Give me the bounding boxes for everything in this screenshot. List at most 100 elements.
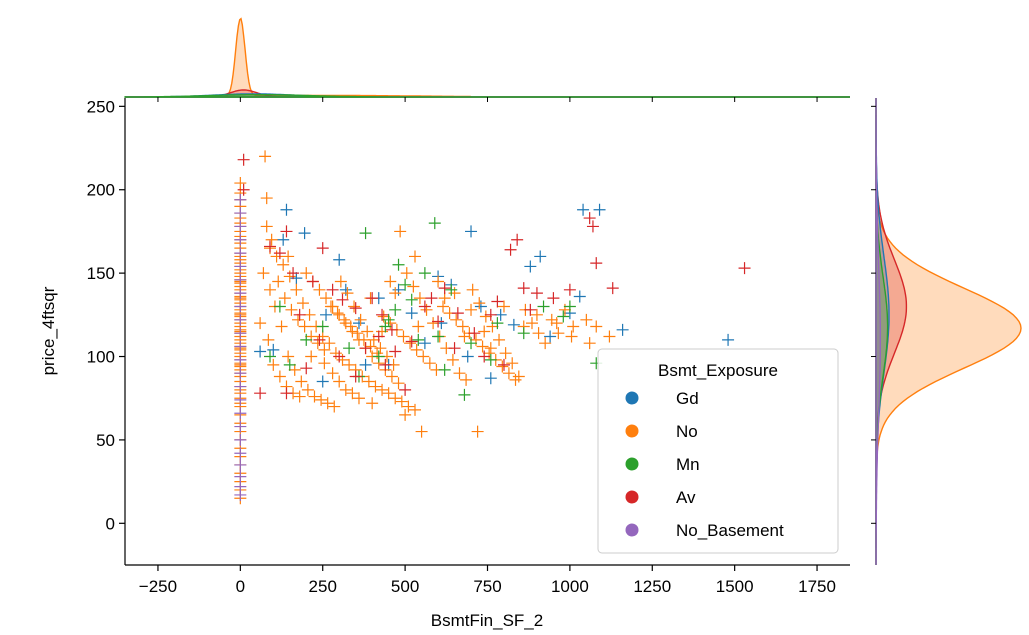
scatter-point (389, 345, 402, 358)
scatter-point (493, 333, 506, 346)
scatter-point (320, 308, 333, 321)
scatter-point (283, 270, 296, 283)
scatter-point (298, 320, 311, 333)
legend-entry-label: No_Basement (676, 521, 784, 540)
scatter-point (432, 330, 445, 343)
scatter-point (329, 347, 342, 360)
scatter-point (550, 317, 563, 330)
scatter-point (385, 323, 398, 336)
scatter-point (446, 353, 459, 366)
scatter-point (392, 377, 405, 390)
scatter-point (323, 337, 336, 350)
scatter-point (567, 320, 580, 333)
scatter-point (272, 275, 285, 288)
scatter-point (359, 227, 372, 240)
scatter-point (479, 310, 492, 323)
scatter-point (348, 300, 361, 313)
scatter-point (321, 397, 334, 410)
scatter-point (346, 387, 359, 400)
scatter-point (438, 282, 451, 295)
scatter-point (545, 313, 558, 326)
scatter-point (234, 470, 247, 483)
legend: Bsmt_Exposure Gd No Mn Av No_Basement (597, 348, 839, 554)
x-tick-label: 1750 (798, 577, 836, 596)
scatter-point (603, 330, 616, 343)
scatter-point (234, 340, 247, 353)
scatter-point (400, 267, 413, 280)
scatter-point (448, 287, 461, 300)
scatter-point (417, 350, 430, 363)
scatter-point (410, 343, 423, 356)
scatter-point (306, 275, 319, 288)
scatter-point (234, 233, 247, 246)
scatter-point (412, 320, 425, 333)
scatter-point (389, 303, 402, 316)
scatter-point (326, 283, 339, 296)
scatter-point (565, 330, 578, 343)
scatter-point (305, 330, 318, 343)
scatter-point (484, 353, 497, 366)
scatter-point (260, 192, 273, 205)
scatter-point (573, 290, 586, 303)
scatter-point (497, 358, 510, 371)
x-tick-label: 750 (473, 577, 501, 596)
scatter-point (234, 193, 247, 206)
scatter-point (234, 207, 247, 220)
x-tick-label: 1000 (551, 577, 589, 596)
scatter-point (344, 320, 357, 333)
y-tick-label: 250 (87, 97, 115, 116)
scatter-point (506, 357, 519, 370)
scatter-point (469, 333, 482, 346)
legend-entries: Gd No Mn Av No_Basement (625, 389, 784, 540)
scatter-point (537, 300, 550, 313)
scatter-point (333, 375, 346, 388)
scatter-point (412, 333, 425, 346)
scatter-point (339, 383, 352, 396)
scatter-point (438, 363, 451, 376)
scatter-point (265, 233, 278, 246)
scatter-point (405, 293, 418, 306)
scatter-point (507, 318, 520, 331)
scatter-point (399, 408, 412, 421)
scatter-point (428, 217, 441, 230)
scatter-point (583, 337, 596, 350)
scatter-point (399, 278, 412, 291)
scatter-point (336, 293, 349, 306)
scatter-point (471, 425, 484, 438)
scatter-point (539, 337, 552, 350)
scatter-point (524, 260, 537, 273)
scatter-point (366, 292, 379, 305)
scatter-point (476, 340, 489, 353)
scatter-point (259, 150, 272, 163)
scatter-point (418, 300, 431, 313)
scatter-point (418, 267, 431, 280)
scatter-point (316, 375, 329, 388)
scatter-point (267, 358, 280, 371)
scatter-point (372, 350, 385, 363)
scatter-point (497, 300, 510, 313)
scatter-point (349, 302, 362, 315)
legend-marker (625, 424, 639, 438)
scatter-point (496, 360, 509, 373)
scatter-point (282, 350, 295, 363)
scatter-point (316, 330, 329, 343)
scatter-point (234, 380, 247, 393)
scatter-point (465, 225, 478, 238)
scatter-point (305, 350, 318, 363)
scatter-point (362, 375, 375, 388)
scatter-point (405, 307, 418, 320)
scatter-point (502, 367, 515, 380)
scatter-point (450, 313, 463, 326)
scatter-point (254, 345, 267, 358)
scatter-point (384, 317, 397, 330)
scatter-point (413, 292, 426, 305)
scatter-point (420, 303, 433, 316)
y-kde-curve (875, 98, 881, 566)
scatter-point (382, 387, 395, 400)
scatter-point (376, 383, 389, 396)
legend-box (597, 348, 839, 554)
scatter-point (511, 233, 524, 246)
legend-entry-label: Gd (676, 389, 699, 408)
scatter-point (262, 333, 275, 346)
